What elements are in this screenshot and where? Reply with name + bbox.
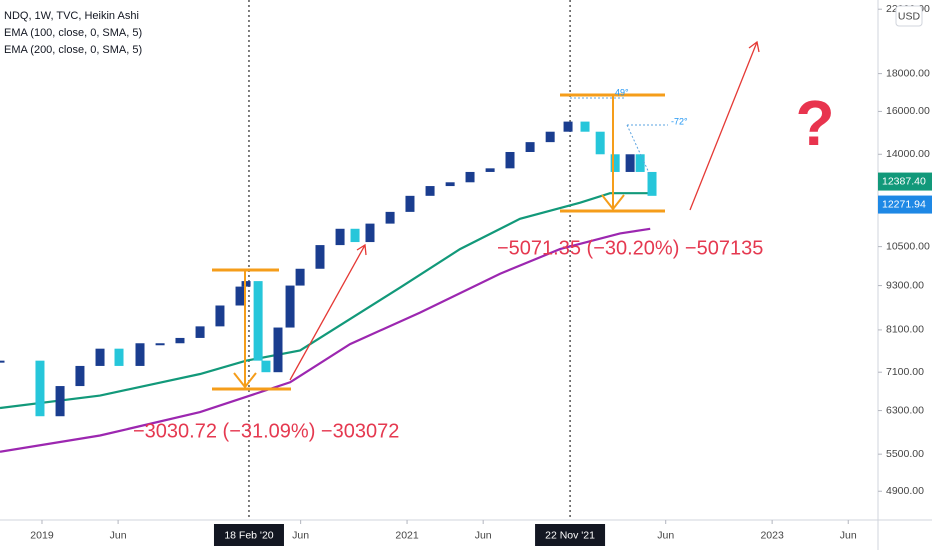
candle (505, 151, 515, 169)
x-tick-label: Jun (657, 529, 674, 541)
y-tick-label: 10500.00 (886, 240, 930, 252)
candle (350, 228, 360, 243)
x-tick-label: 18 Feb '20 (224, 529, 273, 541)
angle-drawing (570, 97, 668, 176)
x-tick-label: 22 Nov '21 (545, 529, 595, 541)
price-label-box (878, 195, 932, 214)
x-tick-label: 2019 (30, 529, 54, 541)
candle (0, 360, 5, 363)
y-tick-label: 5500.00 (886, 448, 924, 460)
ema-line (0, 192, 651, 410)
x-tick-label: Jun (840, 529, 857, 541)
x-tick-label: Jun (110, 529, 127, 541)
currency-label: USD (898, 10, 921, 22)
candle (35, 360, 45, 417)
ema-line (0, 227, 651, 453)
y-tick-label: 6300.00 (886, 404, 924, 416)
x-tick-highlight (535, 524, 606, 546)
candle (295, 268, 305, 286)
candle (365, 223, 375, 243)
candle (425, 186, 435, 196)
candle (135, 343, 145, 366)
y-tick-label: 14000.00 (886, 148, 930, 160)
candle (485, 168, 495, 172)
candle (647, 171, 657, 196)
legend-entry: EMA (200, close, 0, SMA, 5) (4, 44, 142, 56)
currency-badge[interactable] (895, 5, 923, 27)
candle (95, 348, 105, 366)
candle (114, 348, 124, 366)
candle (625, 154, 635, 172)
candle (385, 211, 395, 224)
legend: NDQ, 1W, TVC, Heikin Ashi EMA (100, clos… (4, 10, 142, 56)
candle (335, 228, 345, 246)
candle (610, 154, 620, 172)
measure-drawing (212, 93, 665, 391)
candle (241, 281, 251, 287)
price-label: 12387.40 (882, 175, 926, 187)
price-label-box (878, 172, 932, 191)
candle (261, 360, 271, 373)
x-tick-label: 2023 (760, 529, 784, 541)
candle (465, 171, 475, 183)
x-tick-label: Jun (475, 529, 492, 541)
candle (273, 327, 283, 373)
legend-entry: EMA (100, close, 0, SMA, 5) (4, 27, 142, 39)
candle (235, 286, 245, 306)
y-tick-label: 8100.00 (886, 324, 924, 336)
candle (315, 245, 325, 269)
candle (445, 182, 455, 187)
question-mark: ? (795, 87, 834, 159)
candle (635, 154, 645, 172)
candle (595, 131, 605, 155)
angle-label: -72° (671, 116, 688, 126)
angle-label: 49° (615, 87, 629, 97)
candle (253, 281, 263, 361)
legend-entry: NDQ, 1W, TVC, Heikin Ashi (4, 10, 139, 22)
candle (195, 326, 205, 338)
candle (285, 285, 295, 328)
x-tick-highlight (213, 524, 284, 546)
drop-label-2020: −3030.72 (−31.09%) −303072 (133, 420, 399, 442)
candle (580, 121, 590, 132)
candle (75, 365, 85, 387)
x-tick-label: 2021 (395, 529, 419, 541)
y-tick-label: 9300.00 (886, 279, 924, 291)
drop-label-2021: −5071.35 (−30.20%) −507135 (497, 237, 763, 259)
candle (175, 337, 185, 344)
price-label: 12271.94 (882, 198, 926, 210)
candle (545, 131, 555, 143)
candle (215, 305, 225, 327)
trend-arrows (289, 40, 760, 381)
candle (563, 121, 573, 132)
x-tick-label: Jun (292, 529, 309, 541)
candle (525, 142, 535, 152)
candle (155, 343, 165, 346)
y-tick-label: 18000.00 (886, 67, 930, 79)
candle (405, 195, 415, 212)
y-tick-label: 16000.00 (886, 105, 930, 117)
y-tick-label: 7100.00 (886, 366, 924, 378)
candle (55, 386, 65, 417)
plot-area (0, 0, 657, 520)
y-tick-label: 4900.00 (886, 485, 924, 497)
